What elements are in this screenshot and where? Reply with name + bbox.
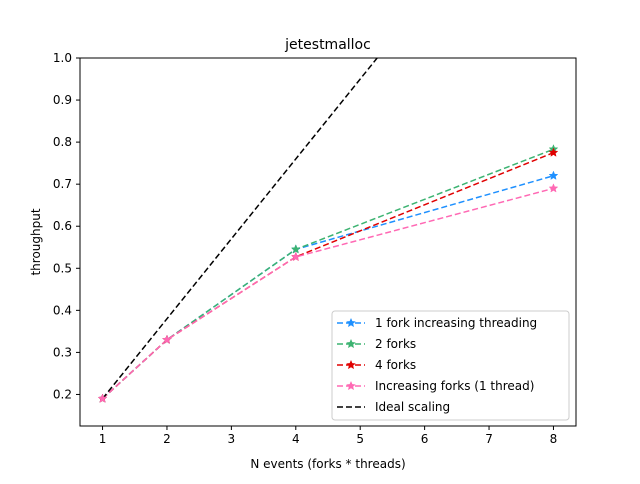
y-tick-label: 0.4	[53, 303, 72, 317]
x-tick-label: 2	[163, 432, 171, 446]
y-axis-label: throughput	[29, 208, 43, 275]
legend-label: Ideal scaling	[375, 400, 450, 414]
x-axis: 1 2 3 4 5 6 7 8	[99, 426, 558, 446]
legend-marker	[346, 317, 356, 328]
legend-label: Increasing forks (1 thread)	[375, 379, 534, 393]
series-layer	[101, 58, 554, 400]
x-tick-label: 4	[292, 432, 300, 446]
legend-label: 1 fork increasing threading	[375, 316, 537, 330]
legend-label: 4 forks	[375, 358, 416, 372]
x-tick-label: 1	[99, 432, 107, 446]
series-point	[290, 251, 301, 262]
plot-frame	[79, 57, 577, 427]
y-tick-label: 0.2	[53, 387, 72, 401]
y-tick-label: 0.9	[53, 93, 72, 107]
series-point	[548, 170, 559, 180]
series-point	[97, 393, 108, 403]
series-point	[162, 334, 172, 344]
legend-marker	[346, 359, 356, 370]
x-tick-label: 8	[550, 432, 558, 446]
x-axis-label: N events (forks * threads)	[250, 457, 405, 471]
series-point	[548, 183, 559, 193]
legend: 1 fork increasing threading 2 forks 4 fork…	[331, 310, 570, 421]
series-line	[102, 148, 554, 400]
series-point	[290, 244, 301, 254]
y-axis: 0.2 0.3 0.4 0.5 0.6 0.7 0.8 0.9 1.0	[53, 51, 80, 401]
x-tick-label: 7	[485, 432, 493, 446]
x-tick-label: 3	[228, 432, 236, 446]
y-tick-label: 0.3	[53, 345, 72, 359]
legend-marker	[346, 380, 356, 391]
y-tick-label: 0.5	[53, 261, 72, 275]
series-line	[102, 187, 554, 400]
series-point	[548, 147, 559, 157]
legend-box	[331, 310, 570, 421]
x-tick-label: 6	[421, 432, 429, 446]
y-tick-label: 0.6	[53, 219, 72, 233]
marker-layer	[97, 144, 559, 403]
legend-marker	[346, 338, 356, 349]
x-tick-label: 5	[356, 432, 364, 446]
y-tick-label: 1.0	[53, 51, 72, 65]
legend-label: 2 forks	[375, 337, 416, 351]
series-line	[101, 58, 379, 400]
y-tick-label: 0.7	[53, 177, 72, 191]
chart-title: jetestmalloc	[284, 37, 371, 53]
y-tick-label: 0.8	[53, 135, 72, 149]
